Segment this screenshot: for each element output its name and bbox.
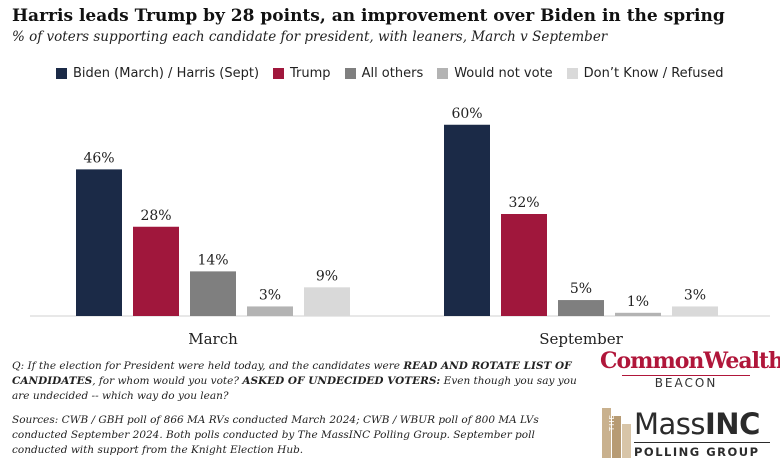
category-label-september: September	[539, 330, 623, 348]
bar-march-3	[247, 306, 293, 316]
data-label-september-0: 60%	[451, 106, 482, 122]
massinc-mass-text: Mass	[634, 407, 706, 441]
legend-item-0: Biden (March) / Harris (Sept)	[56, 66, 259, 81]
legend-label-1: Trump	[290, 66, 331, 81]
legend-swatch-1	[273, 68, 285, 79]
data-label-march-0: 46%	[83, 150, 114, 166]
legend-swatch-4	[566, 68, 578, 79]
bar-september-4	[672, 306, 718, 316]
data-label-march-2: 14%	[197, 252, 228, 268]
legend: Biden (March) / Harris (Sept) Trump All ot…	[56, 66, 724, 81]
data-label-september-2: 5%	[570, 281, 592, 297]
question-bold-1: READ AND ROTATE LIST OF CANDIDATES	[12, 360, 572, 387]
data-label-march-1: 28%	[140, 208, 171, 224]
beacon-logo-text: BEACON	[622, 375, 750, 391]
data-label-march-4: 9%	[316, 268, 338, 284]
legend-item-3: Would not vote	[437, 66, 553, 81]
question-text: Q: If the election for President were he…	[12, 359, 592, 404]
legend-item-4: Don’t Know / Refused	[566, 66, 724, 81]
commonwealth-logo-text: CommonWealth	[600, 348, 780, 374]
data-label-march-3: 3%	[259, 287, 281, 303]
bar-september-2	[558, 300, 604, 316]
bar-march-0	[76, 169, 122, 316]
legend-label-3: Would not vote	[454, 66, 553, 81]
massinc-inc-text: INC	[705, 407, 760, 441]
legend-item-2: All others	[344, 66, 424, 81]
legend-label-0: Biden (March) / Harris (Sept)	[73, 66, 260, 81]
commonwealth-beacon-logo: CommonWealth BEACON	[600, 348, 780, 391]
question-prefix: Q: If the election for President were he…	[12, 360, 404, 372]
data-label-september-4: 3%	[684, 287, 706, 303]
legend-label-2: All others	[361, 66, 424, 81]
bar-march-1	[133, 226, 179, 316]
massinc-polling-group-logo: THE MassINC POLLING GROUP	[602, 408, 772, 464]
bar-chart: 46% 28% 14% 3% 9% March 60% 32% 5% 1% 3% September	[30, 106, 770, 348]
data-label-september-1: 32%	[508, 195, 539, 211]
polling-group-text: POLLING GROUP	[634, 442, 770, 459]
bar-september-1	[501, 214, 547, 316]
data-label-september-3: 1%	[627, 294, 649, 310]
legend-label-4: Don’t Know / Refused	[583, 66, 724, 81]
massinc-bars-icon	[602, 408, 632, 458]
sources-text: Sources: CWB / GBH poll of 866 MA RVs co…	[12, 414, 539, 456]
question-bold-2: ASKED OF UNDECIDED VOTERS:	[242, 375, 441, 387]
bar-march-4	[304, 287, 350, 316]
chart-title: Harris leads Trump by 28 points, an impr…	[12, 6, 725, 26]
massinc-the-text: THE	[608, 414, 616, 431]
bar-march-2	[190, 271, 236, 316]
bar-september-3	[615, 312, 661, 316]
massinc-word: MassINC	[634, 408, 760, 440]
question-suffix: Even though you say you are undecided --…	[12, 375, 577, 402]
legend-item-1: Trump	[273, 66, 331, 81]
bar-september-0	[444, 124, 490, 316]
category-label-march: March	[188, 330, 238, 348]
question-mid: , for whom would you vote?	[92, 375, 243, 387]
legend-swatch-0	[56, 68, 67, 79]
legend-swatch-2	[344, 68, 356, 79]
legend-swatch-3	[437, 68, 449, 79]
chart-subtitle: % of voters supporting each candidate fo…	[12, 29, 608, 45]
